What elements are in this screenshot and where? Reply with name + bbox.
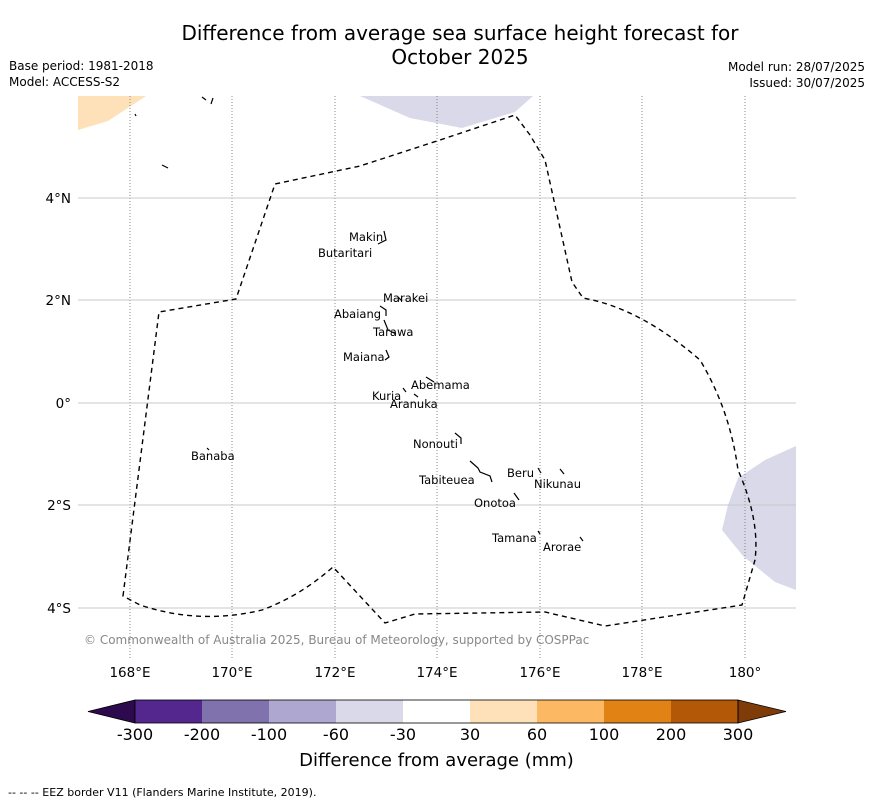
kuria-atoll [402, 387, 407, 393]
label-onotoa: Onotoa [474, 496, 516, 510]
island-labels: Makin Butaritari Marakei Abaiang Tarawa … [191, 230, 581, 554]
colorbar-tick-label: 60 [526, 725, 548, 744]
colorbar-tick-label: -200 [183, 725, 221, 744]
colorbar-tick-label: -300 [116, 725, 154, 744]
colorbar-tick-label: 200 [655, 725, 687, 744]
colorbar-swatch [671, 700, 738, 723]
lat-tick-0: 0° [56, 396, 71, 412]
colorbar-tick-label: -60 [322, 725, 350, 744]
label-beru: Beru [507, 466, 534, 480]
nonouti-atoll [454, 432, 462, 444]
colorbar-swatch [403, 700, 470, 723]
eez-source-note: -- -- -- EEZ border V11 (Flanders Marine… [8, 786, 317, 799]
title-line-2: October 2025 [391, 45, 529, 69]
arorae-island [579, 536, 584, 542]
label-tabiteuea: Tabiteuea [418, 473, 475, 487]
abaiang-atoll [379, 305, 387, 316]
colorbar-swatch [537, 700, 604, 723]
tamana-island [537, 530, 541, 535]
colorbar-tick-label: 100 [588, 725, 620, 744]
colorbar-swatch [202, 700, 269, 723]
model-run: Model run: 28/07/2025 [727, 60, 865, 74]
label-nikunau: Nikunau [534, 477, 581, 491]
lat-tick-2s: 2°S [47, 498, 71, 514]
colorbar-swatch [135, 700, 202, 723]
makin-atoll [377, 230, 387, 245]
label-butaritari: Butaritari [318, 246, 372, 260]
beru-atoll [537, 467, 542, 474]
model-name: Model: ACCESS-S2 [9, 75, 121, 89]
colorbar-frame [134, 699, 739, 724]
lat-tick-4s: 4°S [47, 601, 71, 617]
label-arorae: Arorae [543, 540, 581, 554]
lat-tick-2n: 2°N [46, 293, 71, 309]
lon-tick-176e: 176°E [519, 665, 560, 681]
banaba-island [206, 447, 210, 451]
label-aranuka: Aranuka [390, 397, 438, 411]
colorbar-tick-label: -30 [389, 725, 417, 744]
onotoa-atoll [513, 492, 520, 501]
label-tarawa: Tarawa [372, 325, 413, 339]
lon-tick-178e: 178°E [621, 665, 662, 681]
label-nonouti: Nonouti [413, 437, 458, 451]
label-maiana: Maiana [343, 350, 385, 364]
lon-tick-180: 180° [729, 665, 762, 681]
colorbar-swatch [336, 700, 403, 723]
lon-tick-labels: 168°E 170°E 172°E 174°E 176°E 178°E 180° [109, 665, 761, 681]
colorbar-tick-label: 30 [459, 725, 481, 744]
lon-tick-172e: 172°E [314, 665, 355, 681]
label-abemama: Abemama [411, 378, 470, 392]
colorbar-tick-label: -100 [250, 725, 288, 744]
aranuka-atoll [413, 393, 419, 398]
colorbar-extend-lower [87, 699, 136, 724]
lon-gridlines [129, 96, 746, 658]
colorbar [87, 699, 787, 724]
nikunau-atoll [559, 468, 565, 475]
tabiteuea-atoll [469, 460, 493, 483]
lat-tick-4n: 4°N [46, 191, 71, 207]
lon-tick-168e: 168°E [109, 665, 150, 681]
anomaly-negative-patch-north [360, 96, 533, 128]
tarawa-atoll [383, 319, 397, 335]
maiana-atoll [384, 349, 390, 361]
coastline-small-islet [134, 113, 169, 169]
anomaly-negative-patch-east [722, 446, 796, 590]
title-line-1: Difference from average sea surface heig… [181, 21, 739, 45]
label-makin: Makin [349, 230, 383, 244]
label-kuria: Kuria [372, 389, 401, 403]
marakei-atoll [397, 296, 403, 302]
map-title: Difference from average sea surface heig… [150, 21, 770, 69]
copyright-notice: © Commonwealth of Australia 2025, Bureau… [84, 633, 589, 647]
base-period: Base period: 1981-2018 [9, 59, 154, 73]
coastlines [134, 96, 584, 542]
colorbar-swatch [269, 700, 336, 723]
lat-gridlines [78, 197, 796, 609]
label-abaiang: Abaiang [334, 307, 381, 321]
colorbar-swatch [604, 700, 671, 723]
label-marakei: Marakei [383, 291, 428, 305]
eez-border [122, 114, 757, 627]
colorbar-tick-label: 300 [722, 725, 754, 744]
colorbar-title: Difference from average (mm) [299, 750, 574, 771]
lon-tick-174e: 174°E [416, 665, 457, 681]
abemama-atoll [425, 376, 435, 383]
issued-date: Issued: 30/07/2025 [749, 76, 865, 90]
label-tamana: Tamana [491, 531, 537, 545]
label-banaba: Banaba [191, 449, 235, 463]
lat-tick-labels: 4°N 2°N 0° 2°S 4°S [46, 191, 71, 617]
colorbar-extend-upper [737, 699, 787, 724]
run-info: Model run: 28/07/2025 Issued: 30/07/2025 [728, 59, 865, 91]
colorbar-swatch [470, 700, 537, 723]
anomaly-positive-patch [78, 96, 146, 130]
model-info: Base period: 1981-2018 Model: ACCESS-S2 [9, 58, 154, 90]
coastline-northwest [201, 96, 214, 105]
lon-tick-170e: 170°E [211, 665, 252, 681]
